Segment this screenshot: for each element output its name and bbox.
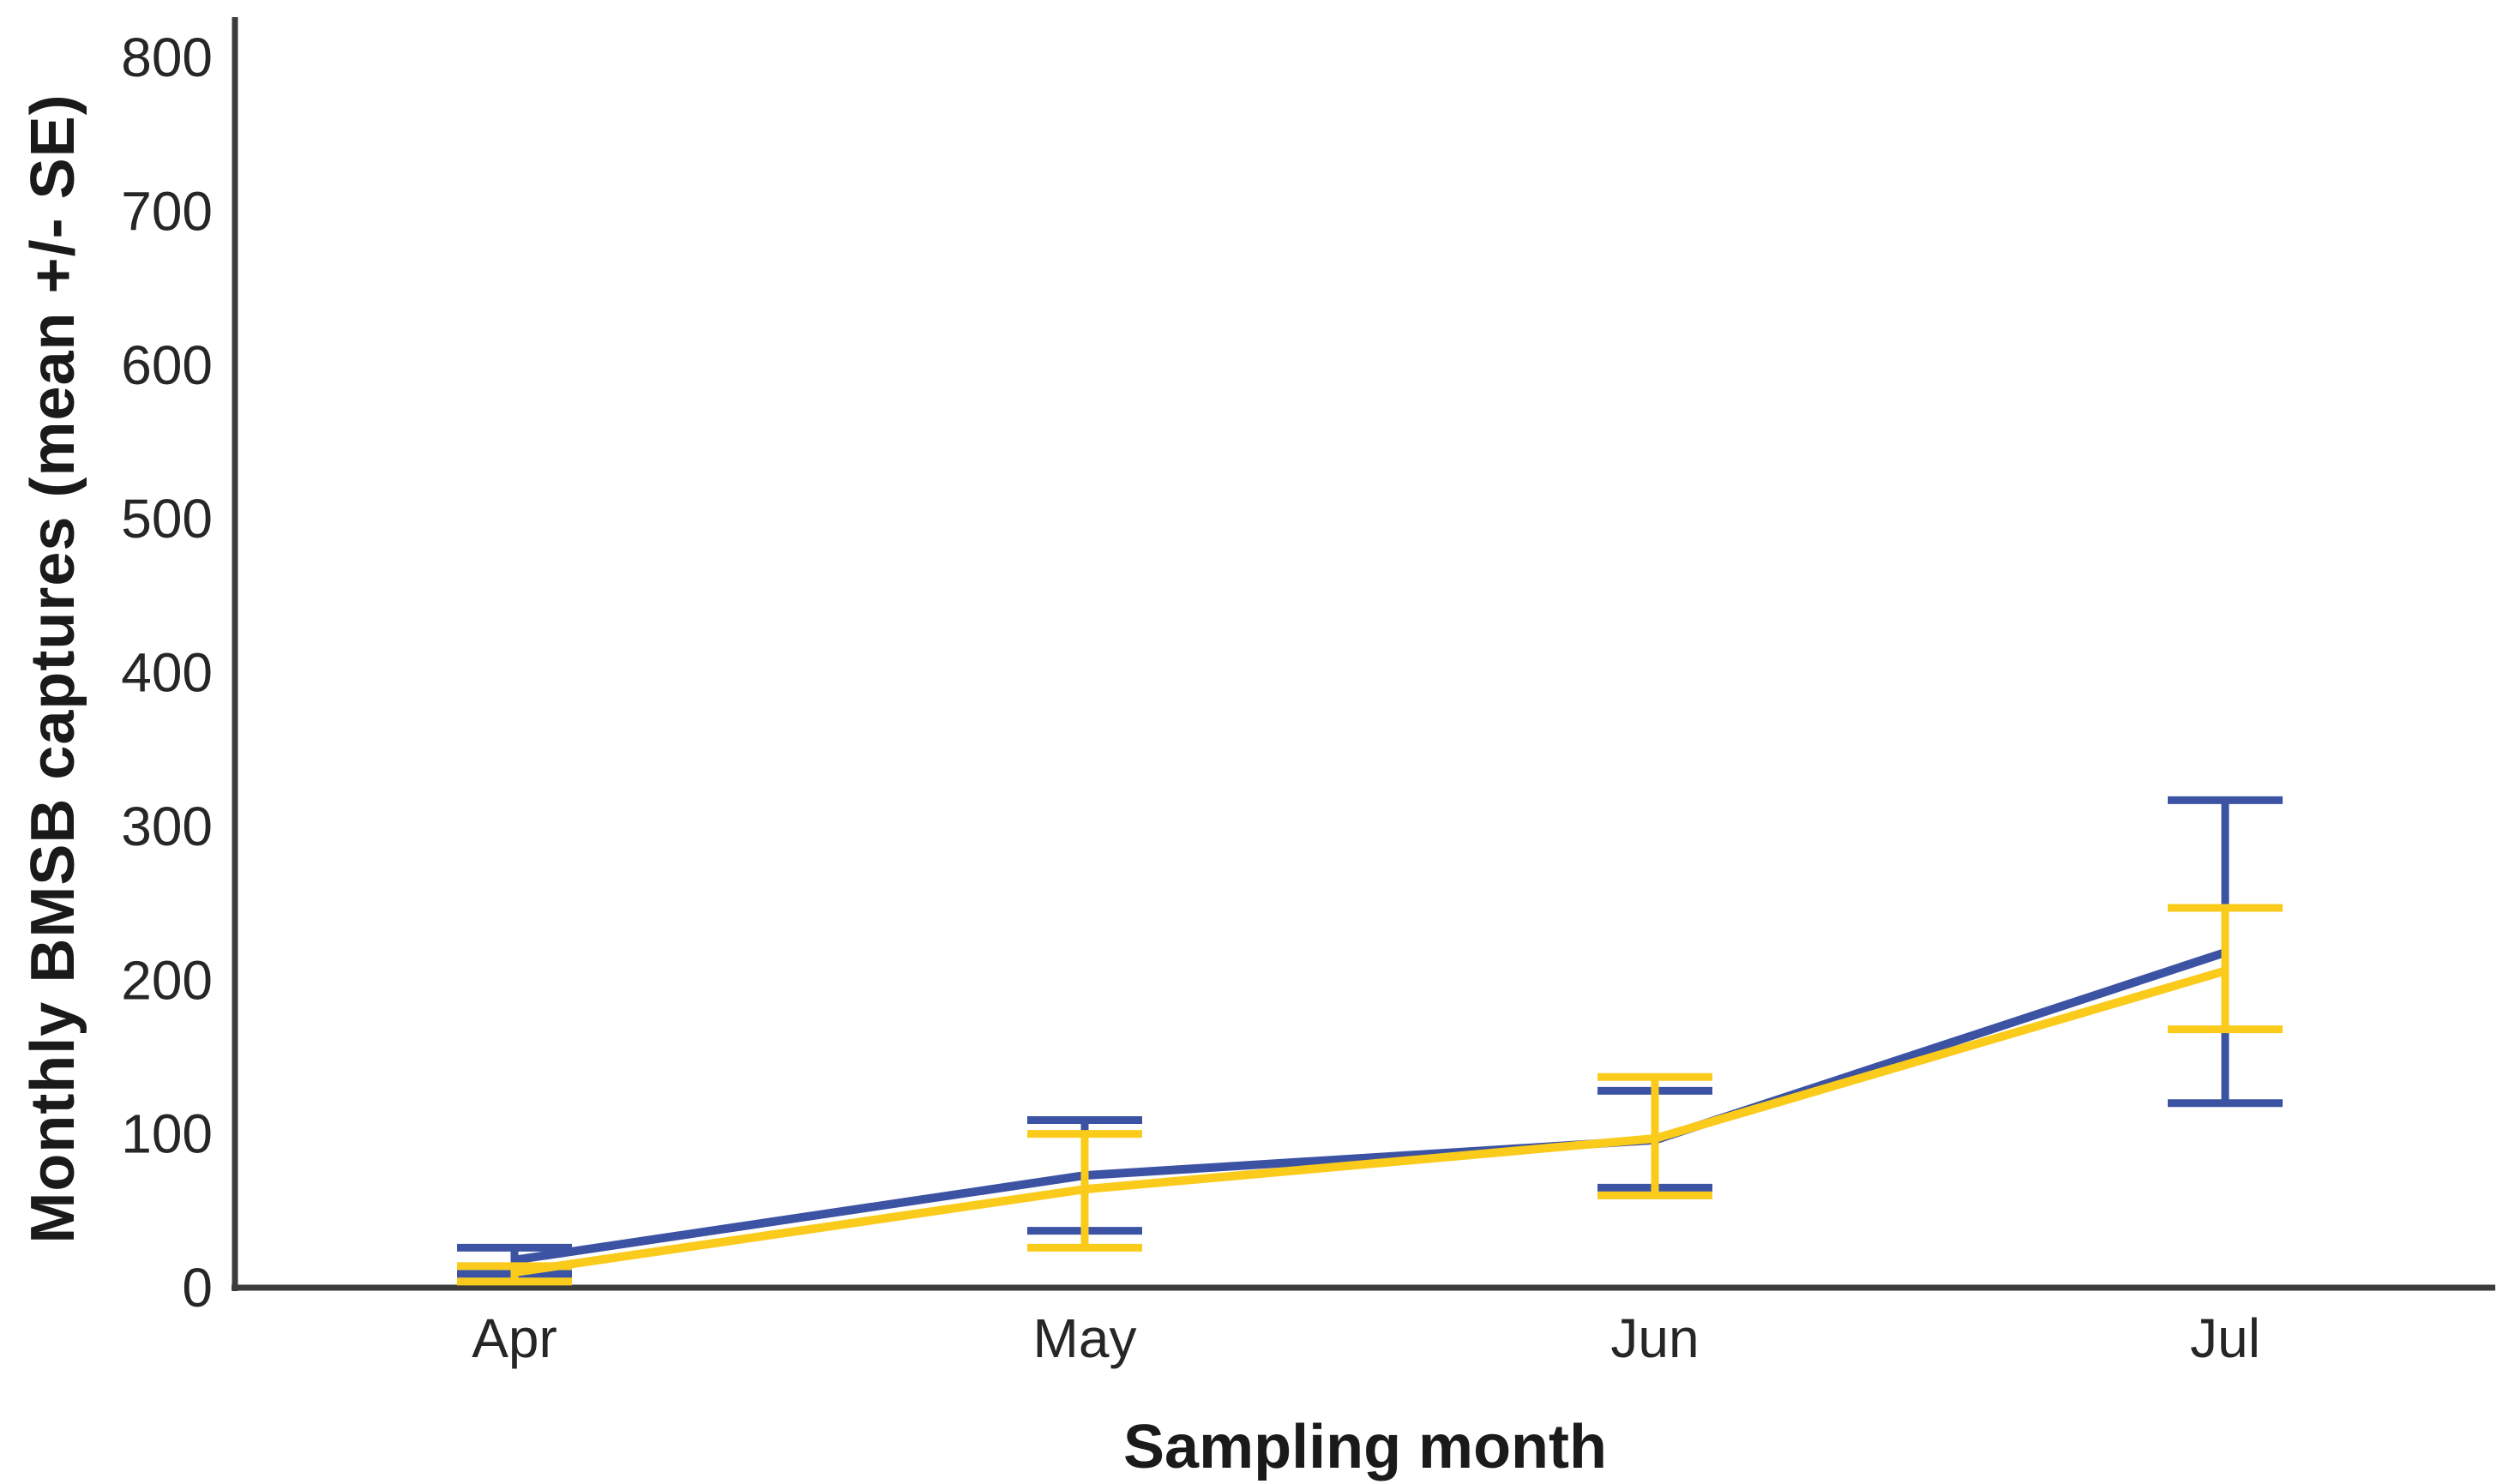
x-category-label-jun: Jun xyxy=(1610,1307,1699,1369)
series-line-blue xyxy=(514,948,2227,1265)
y-tick-label-600: 600 xyxy=(121,334,213,396)
y-tick-label-400: 400 xyxy=(121,642,213,704)
y-tick-label-700: 700 xyxy=(121,180,213,242)
x-category-label-may: May xyxy=(1033,1307,1137,1369)
errorbar-yellow-jul xyxy=(2168,904,2283,1034)
x-category-label-jul: Jul xyxy=(2190,1307,2260,1369)
x-axis-title: Sampling month xyxy=(1123,1413,1607,1481)
x-category-label-apr: Apr xyxy=(472,1307,557,1369)
series-line-yellow xyxy=(514,966,2227,1277)
y-tick-label-100: 100 xyxy=(121,1103,213,1165)
y-tick-label-300: 300 xyxy=(121,796,213,857)
y-axis-title: Monthly BMSB captures (mean +/- SE) xyxy=(19,93,87,1244)
y-tick-label-500: 500 xyxy=(121,488,213,550)
y-tick-label-200: 200 xyxy=(121,949,213,1011)
y-tick-label-0: 0 xyxy=(182,1257,213,1319)
y-tick-label-800: 800 xyxy=(121,27,213,88)
